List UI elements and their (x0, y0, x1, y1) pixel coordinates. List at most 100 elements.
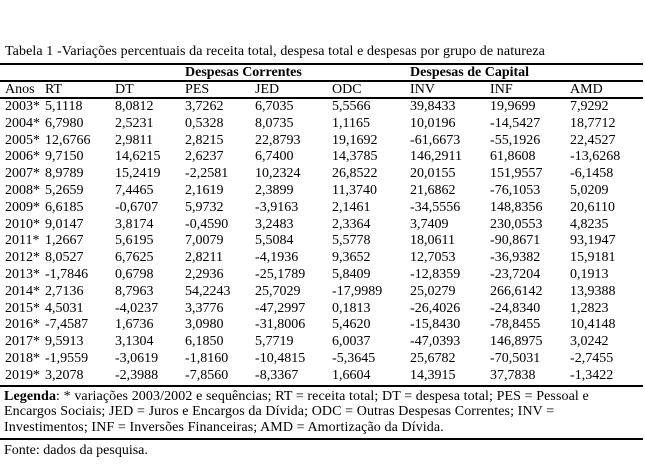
value-cell: 20,0155 (410, 166, 456, 182)
value-cell: 4,8235 (570, 216, 609, 232)
value-cell: -1,7846 (45, 266, 89, 282)
value-cell: 10,0196 (410, 115, 456, 131)
value-cell: -8,3367 (255, 367, 333, 387)
year-cell: 2006* (5, 149, 40, 165)
value-cell: -0,6707 (115, 199, 159, 215)
value-cell: -78,8455 (490, 317, 541, 333)
table-row: 2011* 1,2667 5,6195 7,0079 5,5084 5,5778 18,06… (0, 233, 643, 250)
value-cell: 5,5566 (332, 99, 371, 114)
value-cell: 26,8522 (332, 166, 378, 182)
value-cell: 9,0147 (45, 216, 84, 232)
value-cell: 20,6110 (570, 199, 616, 215)
value-cell: -3,0619 (115, 350, 159, 366)
year-cell: 2012* (5, 250, 40, 266)
value-cell: 6,7035 (255, 99, 294, 114)
value-cell: 0,1813 (332, 300, 371, 316)
table-row: 2003* 5,1118 8,0812 3,7262 6,7035 5,5566 39,84… (0, 98, 643, 116)
value-cell: 7,4465 (115, 182, 154, 198)
value-cell: 2,8211 (185, 250, 224, 266)
value-cell: 25,0279 (410, 283, 456, 299)
value-cell: -12,8359 (410, 266, 461, 282)
value-cell: 21,6862 (410, 182, 456, 198)
value-cell: 3,0242 (570, 334, 609, 350)
column-header-row: Anos RT DT PES JED ODC INV INF AMD (0, 81, 644, 99)
source-note: Fonte: dados da pesquisa. (4, 443, 148, 459)
value-cell: 3,7409 (410, 216, 449, 232)
value-cell: -17,9989 (332, 283, 383, 299)
value-cell: 3,2078 (45, 367, 115, 387)
value-cell: 1,2667 (45, 233, 84, 249)
value-cell: 1,1165 (332, 115, 371, 131)
value-cell: 18,7712 (570, 115, 616, 131)
value-cell: 5,8409 (332, 266, 371, 282)
value-cell: 8,0735 (255, 115, 294, 131)
value-cell: 5,5084 (255, 233, 294, 249)
year-cell: 2010* (5, 216, 40, 232)
value-cell: 6,7400 (255, 149, 294, 165)
table-row: 2008* 5,2659 7,4465 2,1619 2,3899 11,3740 21,6… (0, 183, 643, 200)
year-cell: 2007* (5, 166, 40, 182)
column-header-amd: AMD (570, 81, 644, 99)
value-cell: 2,9811 (115, 132, 153, 148)
value-cell: 2,2936 (185, 266, 224, 282)
value-cell: 1,6604 (332, 367, 411, 387)
group-header-row: Despesas Correntes Despesas de Capital (0, 64, 644, 82)
value-cell: 3,1304 (115, 334, 154, 350)
value-cell: 8,7963 (115, 283, 154, 299)
value-cell: 6,7980 (45, 115, 84, 131)
value-cell: -47,2997 (255, 300, 306, 316)
value-cell: -70,5031 (490, 350, 541, 366)
year-cell: 2004* (5, 115, 40, 131)
column-header-inf: INF (490, 81, 571, 99)
year-cell: 2013* (5, 266, 40, 282)
value-cell: -36,9382 (490, 250, 541, 266)
value-cell: 0,6798 (115, 266, 154, 282)
value-cell: 8,0527 (45, 250, 84, 266)
column-header-odc: ODC (332, 81, 411, 99)
value-cell: 2,1619 (185, 182, 224, 198)
value-cell: 12,6766 (45, 132, 91, 148)
table-row: 2010* 9,0147 3,8174 -0,4590 3,2483 2,3364 3,74… (0, 217, 643, 234)
value-cell: -0,4590 (185, 216, 229, 232)
value-cell: -13,6268 (570, 149, 621, 165)
value-cell: 7,0079 (185, 233, 224, 249)
column-header-jed: JED (255, 81, 333, 99)
value-cell: 2,3364 (332, 216, 371, 232)
value-cell: -23,7204 (490, 266, 541, 282)
year-cell: 2011* (5, 233, 40, 249)
value-cell: 2,5231 (115, 115, 154, 131)
value-cell: -76,1053 (490, 182, 541, 198)
value-cell: -26,4026 (410, 300, 461, 316)
value-cell: 5,5778 (332, 233, 371, 249)
value-cell: 3,3776 (185, 300, 224, 316)
table-row: 2016* -7,4587 1,6736 3,0980 -31,8006 5,4620 -1… (0, 317, 643, 334)
value-cell: 2,6237 (185, 149, 224, 165)
legend-label: Legenda (4, 388, 57, 404)
value-cell: 37,7838 (490, 367, 571, 387)
value-cell: 2,1461 (332, 199, 371, 215)
value-cell: 1,2823 (570, 300, 609, 316)
value-cell: -2,2581 (185, 166, 229, 182)
value-cell: 148,8356 (490, 199, 543, 215)
column-header-rt: RT (45, 81, 115, 99)
value-cell: 5,6195 (115, 233, 154, 249)
table-body: 2003* 5,1118 8,0812 3,7262 6,7035 5,5566 39,84… (0, 98, 644, 387)
value-cell: 5,1118 (45, 99, 83, 114)
value-cell: 7,9292 (570, 99, 609, 114)
year-cell: 2018* (5, 350, 40, 366)
value-cell: 12,7053 (410, 250, 456, 266)
value-cell: -7,8560 (185, 367, 256, 387)
value-cell: -1,3422 (570, 367, 644, 387)
value-cell: 230,0553 (490, 216, 543, 232)
value-cell: 3,8174 (115, 216, 154, 232)
value-cell: 5,0209 (570, 182, 609, 198)
value-cell: 6,6185 (45, 199, 84, 215)
table-row: 2019* 3,2078 -2,3988 -7,8560 -8,3367 1,6604 14… (0, 367, 644, 387)
value-cell: 15,9181 (570, 250, 616, 266)
value-cell: 3,7262 (185, 99, 224, 114)
table-row: 2009* 6,6185 -0,6707 5,9732 -3,9163 2,1461 -34… (0, 200, 643, 217)
table-row: 2005* 12,6766 2,9811 2,8215 22,8793 19,1692 -6… (0, 133, 643, 150)
value-cell: -4,1936 (255, 250, 299, 266)
year-cell: 2014* (5, 283, 40, 299)
